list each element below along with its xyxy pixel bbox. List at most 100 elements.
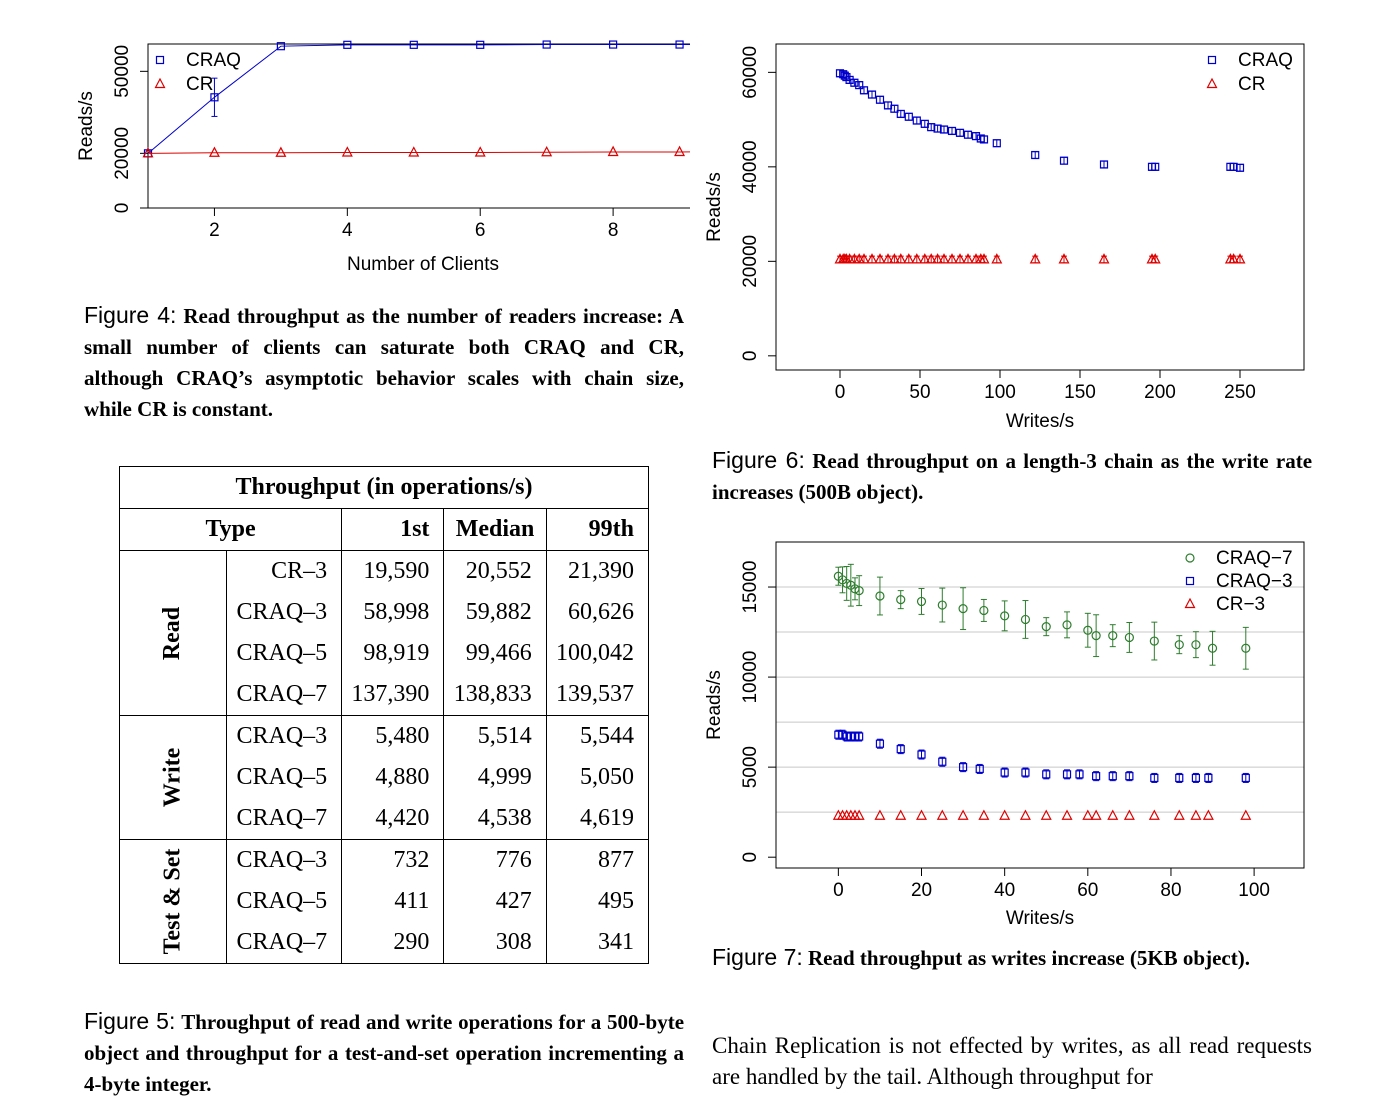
data-point <box>991 253 1003 264</box>
row-type: CRAQ–3 <box>225 715 343 757</box>
data-point <box>1107 809 1119 820</box>
legend-label: CRAQ <box>1238 50 1293 71</box>
data-point <box>896 595 906 605</box>
cell-1st: 732 <box>341 839 445 881</box>
data-point <box>854 586 864 596</box>
data-point <box>1241 643 1251 653</box>
figure-4-text: Read throughput as the number of readers… <box>84 304 684 421</box>
data-point <box>855 732 864 741</box>
series-cr <box>834 253 1246 264</box>
table-header-99th: 99th <box>545 508 650 551</box>
data-point <box>947 126 957 136</box>
table-row: CRAQ–5 98,919 99,466 100,042 <box>120 633 650 674</box>
x-tick-label: 8 <box>608 220 619 241</box>
data-point <box>1240 809 1252 820</box>
row-type: CRAQ–5 <box>225 757 343 798</box>
y-tick-label: 0 <box>112 203 133 214</box>
data-point <box>867 90 877 99</box>
data-point <box>911 253 923 264</box>
data-point <box>978 253 990 264</box>
data-point <box>975 764 984 774</box>
x-tick-label: 50 <box>909 382 930 403</box>
figure-5-caption: Figure 5: Throughput of read and write o… <box>84 1006 684 1100</box>
row-type: CRAQ–7 <box>225 798 343 840</box>
legend: CRAQ CR <box>1206 50 1293 95</box>
data-point <box>1204 773 1213 783</box>
table-row: Read CR–3 19,590 20,552 21,390 <box>119 550 650 716</box>
data-point <box>1228 253 1240 264</box>
legend-marker <box>1184 597 1196 609</box>
x-tick-label: 6 <box>475 220 486 241</box>
data-point <box>1108 631 1118 641</box>
data-point <box>541 145 553 157</box>
y-tick-label: 10000 <box>740 651 761 704</box>
x-axis: 0 50 100 150 200 250 <box>835 370 1256 403</box>
figure-4-label: Figure 4: <box>84 302 177 328</box>
x-tick-label: 2 <box>209 220 220 241</box>
data-point <box>971 132 981 141</box>
data-point <box>1082 809 1094 820</box>
cell-median: 20,552 <box>443 550 547 592</box>
table-row: CRAQ–7 290 308 341 <box>120 922 650 964</box>
data-point <box>903 253 915 264</box>
data-point <box>846 732 855 741</box>
data-point <box>853 809 865 820</box>
x-tick-label: 200 <box>1144 382 1176 403</box>
group-label-write: Write <box>119 715 227 840</box>
y-tick-label: 40000 <box>740 140 761 193</box>
data-point <box>927 123 936 132</box>
x-tick-label: 100 <box>1238 880 1270 901</box>
plot-frame <box>775 541 1305 869</box>
series-line <box>147 44 690 154</box>
data-point <box>838 730 847 739</box>
data-point <box>1091 631 1101 641</box>
y-tick-label: 20000 <box>740 235 761 288</box>
x-tick-label: 20 <box>911 880 932 901</box>
row-type: CRAQ–3 <box>225 839 343 881</box>
legend-marker <box>1206 77 1218 89</box>
y-tick-label: 20000 <box>112 127 133 180</box>
cell-1st: 290 <box>341 922 445 964</box>
x-axis-label: Number of Clients <box>347 254 499 275</box>
data-point <box>1150 773 1159 783</box>
data-point <box>957 809 969 820</box>
series-craq <box>835 69 1245 172</box>
data-point <box>1234 253 1246 264</box>
data-point <box>208 146 220 157</box>
table-row: Write CRAQ–3 5,480 5,514 5,544 <box>119 715 650 840</box>
legend-label: CR <box>1238 74 1265 95</box>
data-point <box>916 596 927 607</box>
data-point <box>962 253 974 264</box>
data-point <box>855 81 864 90</box>
y-axis-label: Reads/s <box>76 91 97 161</box>
cell-99th: 21,390 <box>545 550 650 592</box>
y-axis: 0 20000 40000 60000 <box>740 46 776 361</box>
data-point <box>916 809 928 820</box>
data-point <box>858 253 870 264</box>
data-point <box>1029 253 1041 264</box>
y-axis-label: Reads/s <box>704 172 725 242</box>
data-point <box>895 253 907 264</box>
data-point <box>919 253 931 264</box>
data-point <box>408 146 420 157</box>
data-point <box>542 40 551 49</box>
data-point <box>834 730 843 739</box>
y-tick-label: 15000 <box>740 561 761 614</box>
table-row: CRAQ–5 4,880 4,999 5,050 <box>120 757 650 798</box>
x-tick-label: 4 <box>342 220 353 241</box>
table-row: Test & Set CRAQ–3 732 776 877 <box>119 839 650 964</box>
data-point <box>932 253 944 264</box>
data-point <box>474 146 486 157</box>
data-point <box>1123 809 1135 820</box>
data-point <box>1099 160 1109 169</box>
figure-4-caption: Figure 4: Read throughput as the number … <box>84 300 684 425</box>
legend-label: CRAQ <box>186 50 241 71</box>
data-point <box>895 809 907 820</box>
cell-99th: 139,537 <box>545 674 650 716</box>
series-craq-7 <box>833 563 1251 670</box>
data-point <box>978 809 990 820</box>
data-point <box>1062 770 1072 779</box>
data-point <box>476 40 485 49</box>
row-type: CRAQ–7 <box>225 922 343 964</box>
